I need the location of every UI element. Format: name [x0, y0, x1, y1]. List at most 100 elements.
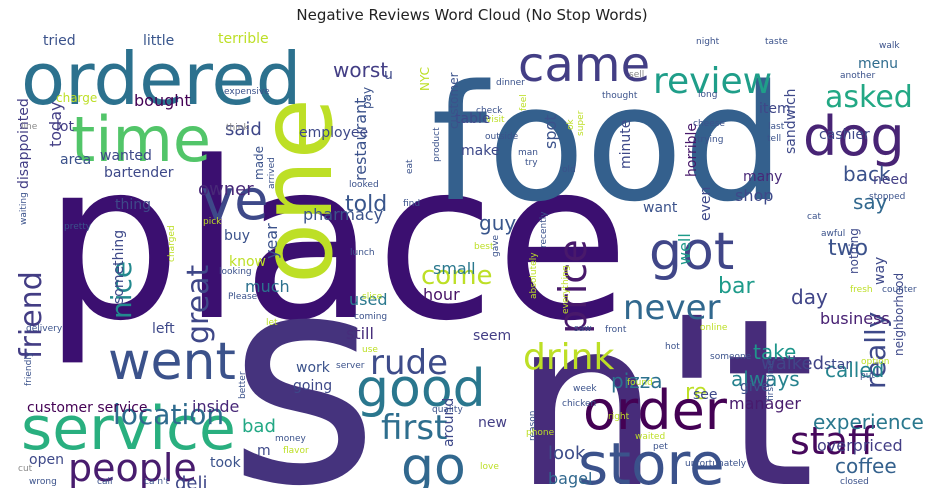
word-option: option	[861, 357, 889, 367]
word-nothing: nothing	[847, 228, 861, 274]
word-today: today	[46, 102, 65, 148]
word-charged: charged	[167, 225, 177, 262]
word-long: long	[698, 90, 717, 100]
word-everything: everything	[561, 265, 571, 314]
word-around: around	[441, 398, 457, 447]
word-server: server	[336, 361, 365, 371]
word-menu: menu	[858, 56, 898, 72]
word-cut: cut	[18, 464, 33, 474]
word-really: really	[859, 312, 892, 389]
word-business: business	[820, 309, 890, 328]
word-dinner: dinner	[496, 78, 525, 88]
word-open: open	[29, 452, 64, 468]
word-service: service	[21, 394, 236, 464]
word-delivery: delivery	[26, 324, 63, 334]
word-outside: outside	[485, 132, 519, 142]
word-take: take	[753, 340, 796, 364]
word-something: something	[111, 230, 127, 304]
word-think: think	[226, 123, 249, 133]
word-star: star	[824, 357, 851, 373]
word-store: store	[578, 430, 725, 488]
word-wanted: wanted	[100, 148, 152, 164]
word-week: week	[573, 384, 597, 394]
word-sandwich: sandwich	[783, 88, 799, 154]
word-thing: thing	[115, 197, 151, 213]
word-took: took	[210, 455, 242, 471]
word-need: need	[873, 172, 908, 188]
word-experience: experience	[813, 410, 924, 434]
word-last: last	[768, 122, 785, 132]
word-still: still	[346, 324, 374, 343]
word-best: best	[474, 242, 494, 252]
word-night: night	[696, 37, 720, 47]
word-much: much	[245, 277, 290, 296]
word-drink: drink	[523, 337, 614, 378]
word-staff: staff	[790, 419, 875, 463]
word-front: front	[605, 325, 627, 335]
word-never: never	[623, 288, 721, 328]
word-even: even	[698, 187, 714, 221]
word-arrived: arrived	[267, 157, 277, 189]
word-nyc: NYC	[418, 67, 432, 91]
word-stopped: stopped	[869, 192, 905, 202]
word-new: new	[478, 415, 507, 431]
word-let: let	[266, 318, 278, 328]
word-pizza: pizza	[611, 369, 663, 393]
word-people: people	[68, 446, 197, 488]
word-ca-n-t: ca n't	[144, 477, 170, 487]
word-fresh: fresh	[850, 285, 873, 295]
word-want: want	[643, 200, 678, 216]
word-horrible: horrible	[684, 123, 700, 177]
word-looked: looked	[349, 180, 379, 190]
word-walk: walk	[879, 41, 900, 51]
word-friendly: friendly	[24, 351, 34, 386]
word-worst: worst	[333, 58, 388, 82]
word-item: item	[759, 101, 791, 117]
word-tried: tried	[43, 33, 76, 49]
word-good: good	[356, 359, 486, 419]
word-first: first	[381, 408, 447, 448]
word-hot: hot	[665, 342, 680, 352]
word-awful: awful	[821, 229, 845, 239]
word-guy: guy	[479, 211, 516, 235]
word-pick: pick	[203, 217, 222, 227]
word-coffee: coffee	[835, 454, 897, 478]
word-feel: feel	[519, 94, 529, 111]
word-wrong: wrong	[29, 477, 57, 487]
word-way: way	[872, 257, 888, 285]
word-cat: cat	[807, 212, 821, 222]
word-great: great	[181, 264, 216, 344]
word-expensive: expensive	[224, 87, 270, 97]
word-say: say	[853, 190, 888, 214]
word-try: try	[525, 158, 538, 168]
word-rude: rude	[370, 343, 448, 383]
word-super: super	[576, 110, 586, 136]
word-love: love	[480, 462, 499, 472]
word-friend: friend	[14, 271, 49, 359]
word-another: another	[840, 71, 875, 81]
word-place: place	[43, 116, 630, 369]
word-year: year	[262, 223, 281, 259]
word-got: got	[649, 222, 734, 282]
word-work: work	[296, 360, 331, 376]
word-left: left	[152, 321, 175, 337]
word-please: Please	[228, 292, 258, 302]
word-first-time: first time	[766, 360, 776, 401]
word-online: online	[700, 323, 728, 333]
word-buy: buy	[224, 228, 250, 244]
word-bar: bar	[718, 274, 755, 299]
word-nice: nice	[105, 261, 138, 319]
word-make: make	[461, 143, 499, 159]
word-find: find	[403, 199, 420, 209]
word-quality: quality	[432, 405, 463, 415]
word-absolutely: absolutely	[529, 252, 539, 299]
word-trying: trying	[697, 135, 723, 145]
word-location: location	[113, 398, 224, 431]
word-re: re	[685, 380, 707, 405]
word-look: look	[548, 443, 586, 464]
word-closed: closed	[840, 477, 869, 487]
word-waiting: waiting	[19, 192, 29, 225]
word-come: come	[421, 261, 493, 291]
word-tell: tell	[767, 134, 781, 144]
